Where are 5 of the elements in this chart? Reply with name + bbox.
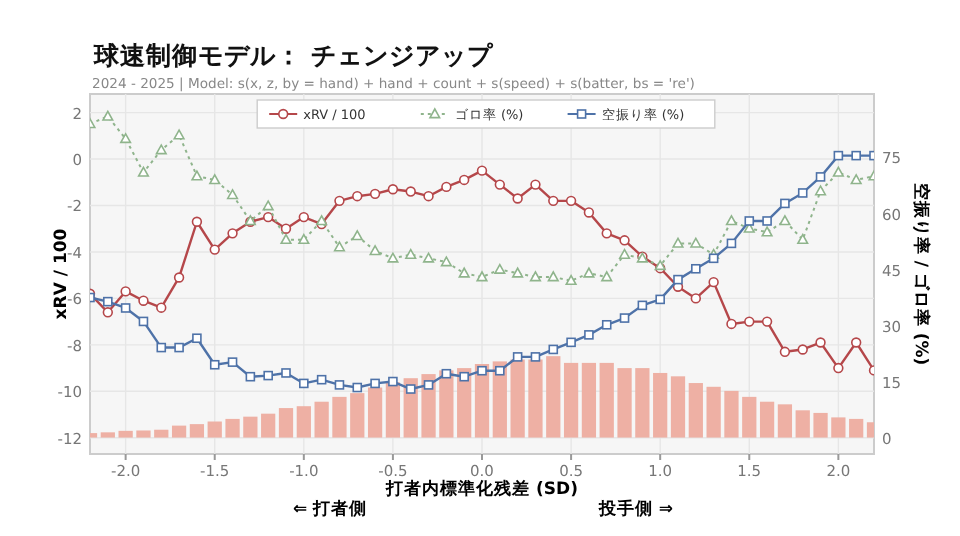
chart-title: 球速制御モデル： チェンジアップ xyxy=(92,40,495,70)
text: 投手側 ⇒ xyxy=(596,498,674,520)
text: ⇐ 打者側 xyxy=(292,498,368,520)
x-axis-title: 打者内標準化残差 (SD) xyxy=(384,478,579,500)
y2-axis-title: 空振り率 / ゴロ率 (%) xyxy=(910,182,932,366)
